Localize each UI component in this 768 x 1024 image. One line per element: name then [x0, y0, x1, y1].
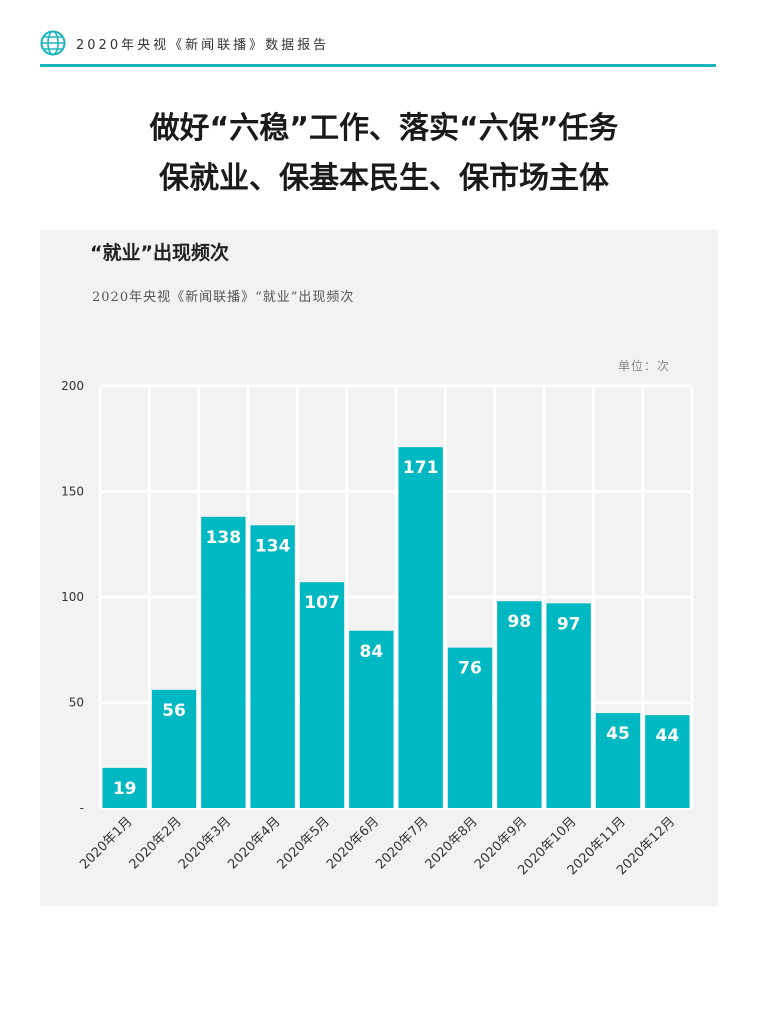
bar-data-label: 97 — [557, 614, 581, 634]
y-tick-label: 150 — [61, 485, 84, 499]
bar — [102, 767, 147, 808]
bar — [497, 601, 542, 808]
bar — [299, 582, 345, 808]
chart-title: “就业”出现频次 — [90, 242, 229, 264]
bar-data-label: 84 — [359, 642, 383, 662]
y-tick-label: 50 — [69, 696, 84, 710]
bar — [645, 715, 690, 808]
chart-unit: 单位：次 — [617, 359, 670, 373]
bar-data-label: 44 — [655, 726, 679, 746]
x-tick-label: 2020年5月 — [275, 814, 333, 872]
bar — [250, 525, 295, 808]
x-tick-label: 2020年2月 — [127, 814, 185, 872]
x-tick-label: 2020年6月 — [324, 814, 382, 872]
bar — [349, 630, 394, 808]
x-tick-label: 2020年7月 — [373, 814, 431, 872]
bar — [595, 713, 641, 808]
bar — [546, 603, 591, 808]
bar-data-label: 134 — [255, 536, 291, 556]
report-header-title: 2020年央视《新闻联播》数据报告 — [76, 38, 330, 53]
page-headline: 做好“六稳”工作、落实“六保”任务 保就业、保基本民生、保市场主体 — [0, 104, 768, 204]
x-tick-label: 2020年3月 — [176, 814, 234, 872]
bar-data-label: 76 — [458, 659, 482, 679]
bar-data-label: 45 — [606, 724, 630, 744]
report-header: 2020年央视《新闻联播》数据报告 — [40, 28, 716, 67]
bar-data-label: 171 — [403, 458, 439, 478]
bar-data-label: 107 — [304, 593, 340, 613]
bar — [398, 447, 443, 808]
bar-data-label: 56 — [162, 701, 186, 721]
chart-panel: “就业”出现频次 2020年央视《新闻联播》“就业”出现频次 单位：次 - 50 1… — [40, 230, 718, 906]
chart-subtitle: 2020年央视《新闻联播》“就业”出现频次 — [92, 290, 355, 305]
bar — [201, 516, 246, 808]
bar — [151, 689, 197, 808]
bar-chart: - 50 100 150 200 19 2020年1月 56 2020年2月 138 2020年3月… — [61, 379, 694, 878]
y-tick-label: - — [80, 801, 84, 815]
bar-data-label: 98 — [507, 612, 531, 632]
x-tick-label: 2020年8月 — [423, 814, 481, 872]
headline-line-2: 保就业、保基本民生、保市场主体 — [159, 161, 609, 196]
y-tick-label: 100 — [61, 590, 84, 604]
y-tick-label: 200 — [61, 379, 84, 393]
bar — [447, 647, 493, 808]
x-tick-label: 2020年4月 — [225, 814, 283, 872]
x-tick-label: 2020年1月 — [77, 814, 135, 872]
headline-line-1: 做好“六稳”工作、落实“六保”任务 — [149, 111, 619, 146]
globe-icon — [40, 30, 66, 56]
bar-data-label: 138 — [206, 528, 242, 548]
bar-data-label: 19 — [113, 779, 137, 799]
